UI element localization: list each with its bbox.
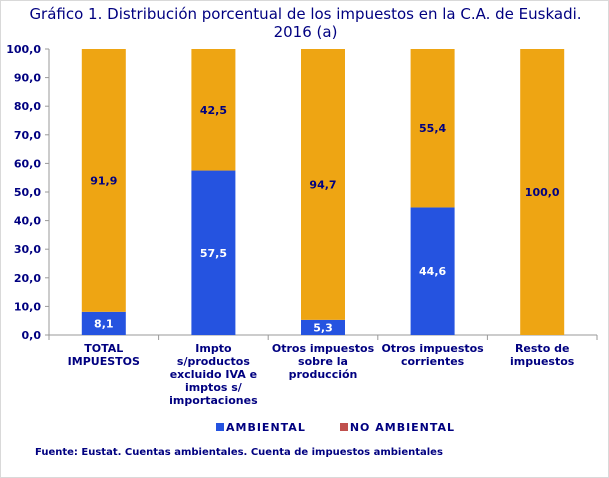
y-tick-label: 10,0 bbox=[14, 300, 41, 313]
data-label: 91,9 bbox=[90, 174, 117, 187]
y-tick-label: 60,0 bbox=[14, 157, 41, 170]
x-category-label: corrientes bbox=[401, 355, 465, 368]
bar-ambiental bbox=[410, 207, 455, 335]
bar-no-ambiental bbox=[81, 49, 126, 312]
x-category-label: sobre la bbox=[298, 355, 348, 368]
x-category-label: imptos s/ bbox=[185, 381, 243, 394]
y-tick-label: 20,0 bbox=[14, 272, 41, 285]
bar-no-ambiental bbox=[410, 49, 455, 208]
x-category-label: Otros impuestos bbox=[272, 342, 375, 355]
x-category-label: importaciones bbox=[169, 394, 258, 407]
bar-ambiental bbox=[81, 311, 126, 335]
data-label: 94,7 bbox=[309, 178, 336, 191]
x-category-label: Resto de bbox=[515, 342, 569, 355]
data-label: 100,0 bbox=[525, 186, 560, 199]
legend-label: NO AMBIENTAL bbox=[349, 421, 456, 434]
data-label: 42,5 bbox=[200, 104, 227, 117]
y-tick-label: 30,0 bbox=[14, 243, 41, 256]
x-category-label: s/productos bbox=[177, 355, 250, 368]
legend-label: AMBIENTAL bbox=[226, 421, 306, 434]
x-category-label: IMPUESTOS bbox=[68, 355, 140, 368]
data-label: 55,4 bbox=[419, 122, 446, 135]
data-label: 44,6 bbox=[419, 265, 446, 278]
legend-swatch bbox=[216, 423, 224, 431]
y-tick-label: 80,0 bbox=[14, 100, 41, 113]
x-category-label: TOTAL bbox=[84, 342, 123, 355]
y-tick-label: 100,0 bbox=[6, 43, 41, 56]
y-tick-label: 50,0 bbox=[14, 186, 41, 199]
y-tick-label: 40,0 bbox=[14, 215, 41, 228]
x-category-label: producción bbox=[289, 368, 358, 381]
legend-item-no-ambiental: NO AMBIENTAL bbox=[339, 421, 456, 434]
y-tick-label: 70,0 bbox=[14, 129, 41, 142]
legend-swatch bbox=[339, 423, 348, 431]
y-tick-label: 0,0 bbox=[22, 329, 42, 342]
bar-no-ambiental bbox=[520, 49, 565, 335]
data-label: 8,1 bbox=[94, 317, 114, 330]
title-line: 2016 (a) bbox=[273, 23, 338, 41]
y-tick-label: 90,0 bbox=[14, 72, 41, 85]
legend: AMBIENTAL NO AMBIENTAL bbox=[216, 421, 455, 434]
legend-item-ambiental: AMBIENTAL bbox=[216, 421, 306, 434]
x-category-label: Impto bbox=[195, 342, 232, 355]
x-category-label: excluido IVA e bbox=[170, 368, 257, 381]
bar-no-ambiental bbox=[191, 49, 236, 171]
data-label: 5,3 bbox=[313, 321, 333, 334]
x-category-label: Otros impuestos bbox=[381, 342, 484, 355]
title-line: Gráfico 1. Distribución porcentual de lo… bbox=[29, 5, 582, 23]
bar-ambiental bbox=[301, 319, 345, 335]
bar-no-ambiental bbox=[301, 49, 345, 320]
source-note: Fuente: Eustat. Cuentas ambientales. Cue… bbox=[35, 447, 443, 458]
x-category-label: impuestos bbox=[510, 355, 575, 368]
data-label: 57,5 bbox=[200, 247, 227, 260]
chart-title: Gráfico 1. Distribución porcentual de lo… bbox=[1, 5, 608, 41]
bar-ambiental bbox=[191, 170, 236, 335]
